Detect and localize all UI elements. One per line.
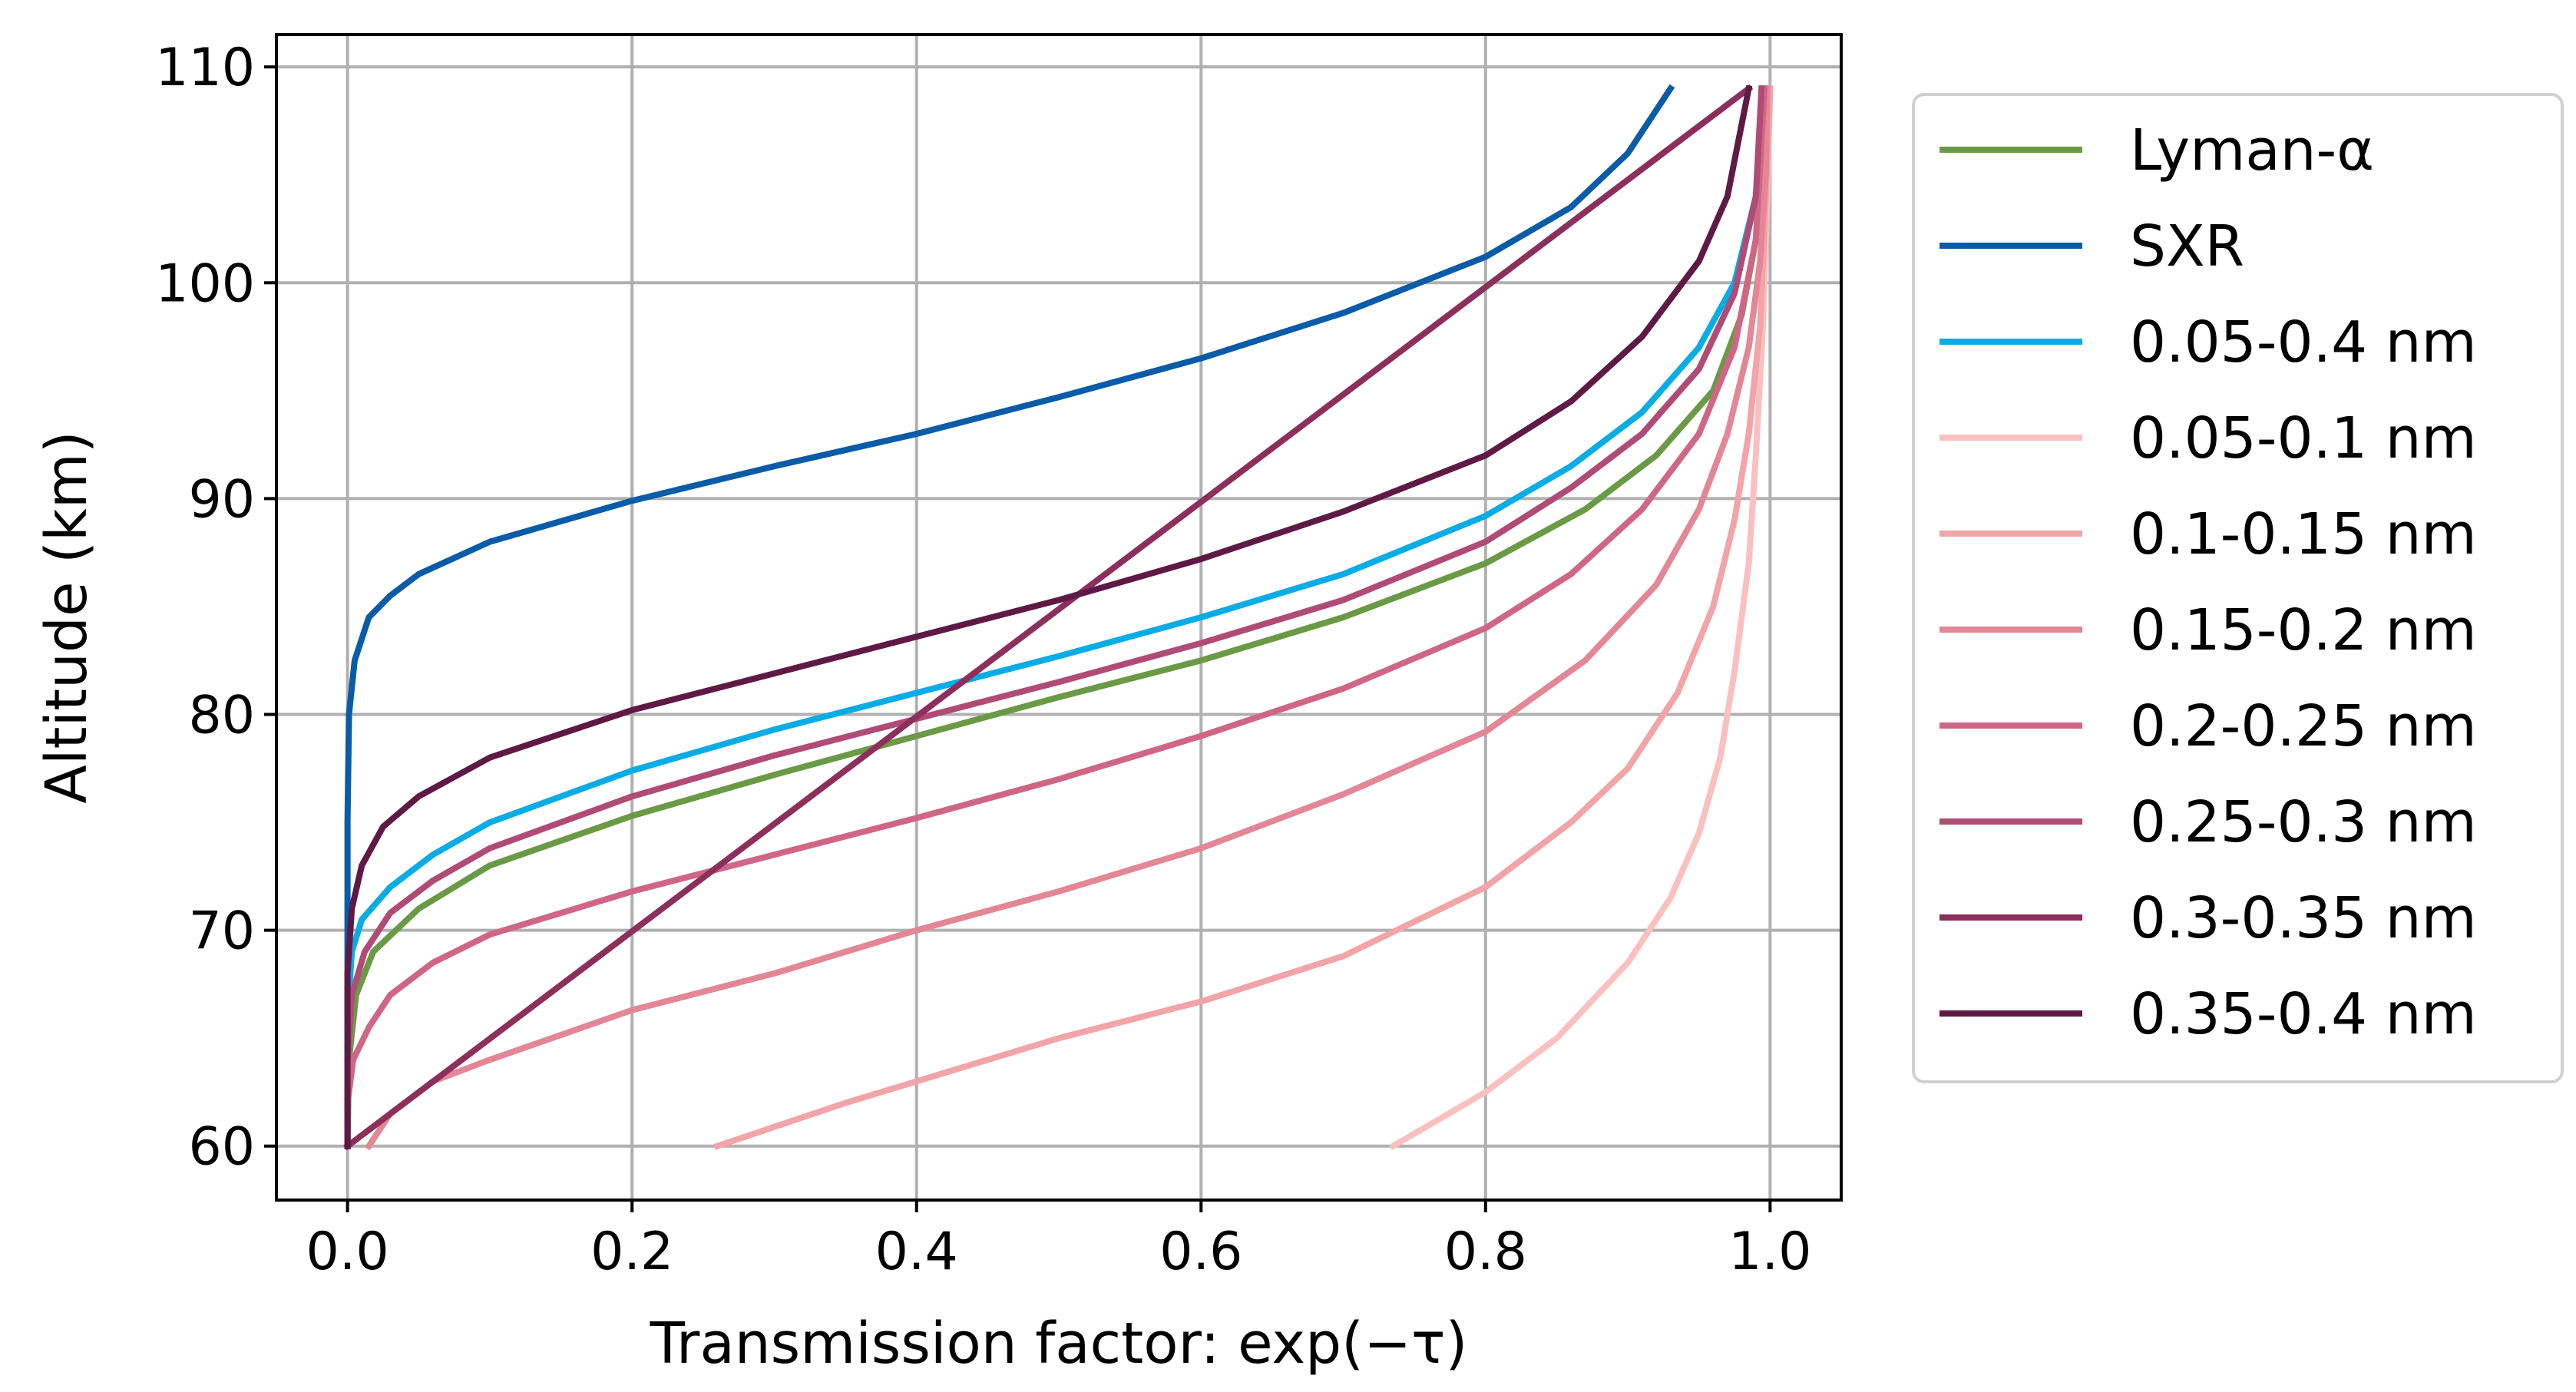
plot-series	[342, 84, 1774, 1151]
legend-label: 0.2-0.25 nm	[2130, 693, 2477, 759]
y-tick-label: 80	[188, 686, 255, 746]
legend-label: 0.1-0.15 nm	[2130, 501, 2477, 567]
y-tick-label: 110	[155, 38, 255, 98]
legend-label: 0.3-0.35 nm	[2130, 885, 2477, 951]
y-tick-label: 60	[188, 1117, 255, 1178]
series-line	[344, 85, 1765, 1149]
series-line	[344, 84, 1675, 1149]
y-axis-label: Altitude (km)	[34, 431, 100, 803]
y-tick-label: 70	[188, 901, 255, 962]
axis-ticks: 0.0 0.2 0.4 0.6 0.8 1.0 60 70 80 90 100 110	[155, 38, 1811, 1282]
plot-frame	[275, 33, 1843, 1202]
series-line	[344, 85, 1768, 1149]
legend-label: Lyman-α	[2130, 117, 2374, 184]
legend-label: SXR	[2130, 213, 2244, 279]
y-tick-label: 90	[188, 469, 255, 530]
legend-label: 0.25-0.3 nm	[2130, 789, 2477, 855]
grid-lines	[276, 35, 1841, 1200]
x-tick-label: 0.2	[590, 1222, 673, 1282]
series-line	[364, 85, 1771, 1151]
x-tick-label: 0.4	[875, 1222, 958, 1282]
x-axis-label: Transmission factor: exp(−τ)	[650, 1311, 1468, 1377]
series-line	[342, 84, 1754, 1151]
series-line	[1388, 85, 1774, 1151]
series-line	[344, 84, 1753, 1149]
legend-label: 0.15-0.2 nm	[2130, 597, 2477, 663]
series-line	[344, 85, 1767, 1149]
series-line	[713, 85, 1774, 1150]
legend-label: 0.05-0.1 nm	[2130, 405, 2477, 471]
x-tick-label: 1.0	[1728, 1222, 1811, 1282]
legend: Lyman-α SXR 0.05-0.4 nm 0.05-0.1 nm 0.1-0.15…	[1912, 93, 2564, 1083]
y-tick-label: 100	[155, 253, 255, 314]
legend-label: 0.35-0.4 nm	[2130, 981, 2477, 1047]
x-tick-label: 0.8	[1444, 1222, 1527, 1282]
x-tick-label: 0.0	[306, 1222, 389, 1282]
x-tick-label: 0.6	[1159, 1222, 1242, 1282]
legend-label: 0.05-0.4 nm	[2130, 309, 2477, 375]
